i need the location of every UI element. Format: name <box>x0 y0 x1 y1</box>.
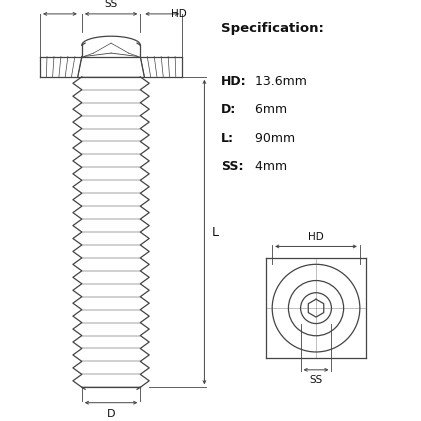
Text: SS:: SS: <box>221 160 243 173</box>
Text: HD:: HD: <box>221 75 246 88</box>
Text: 4mm: 4mm <box>251 160 287 173</box>
Text: L:: L: <box>221 132 234 144</box>
Text: Specification:: Specification: <box>221 22 323 35</box>
Text: HD: HD <box>308 232 324 242</box>
Text: 90mm: 90mm <box>251 132 295 144</box>
Text: HD: HD <box>171 9 187 19</box>
Text: L: L <box>212 226 219 239</box>
Text: SS: SS <box>309 375 322 385</box>
Text: D:: D: <box>221 103 236 116</box>
Text: SS: SS <box>104 0 118 9</box>
Text: 13.6mm: 13.6mm <box>251 75 307 88</box>
Text: 6mm: 6mm <box>251 103 287 116</box>
Text: D: D <box>107 409 115 419</box>
